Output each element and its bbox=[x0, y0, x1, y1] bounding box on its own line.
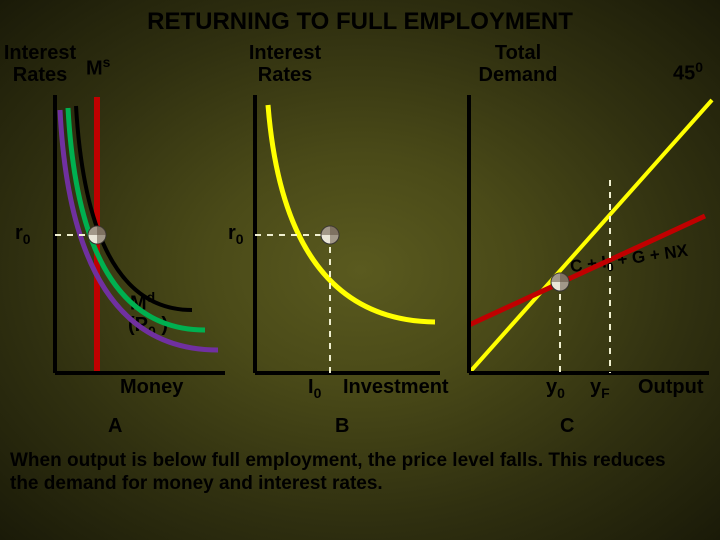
diagram-svg bbox=[0, 0, 720, 540]
